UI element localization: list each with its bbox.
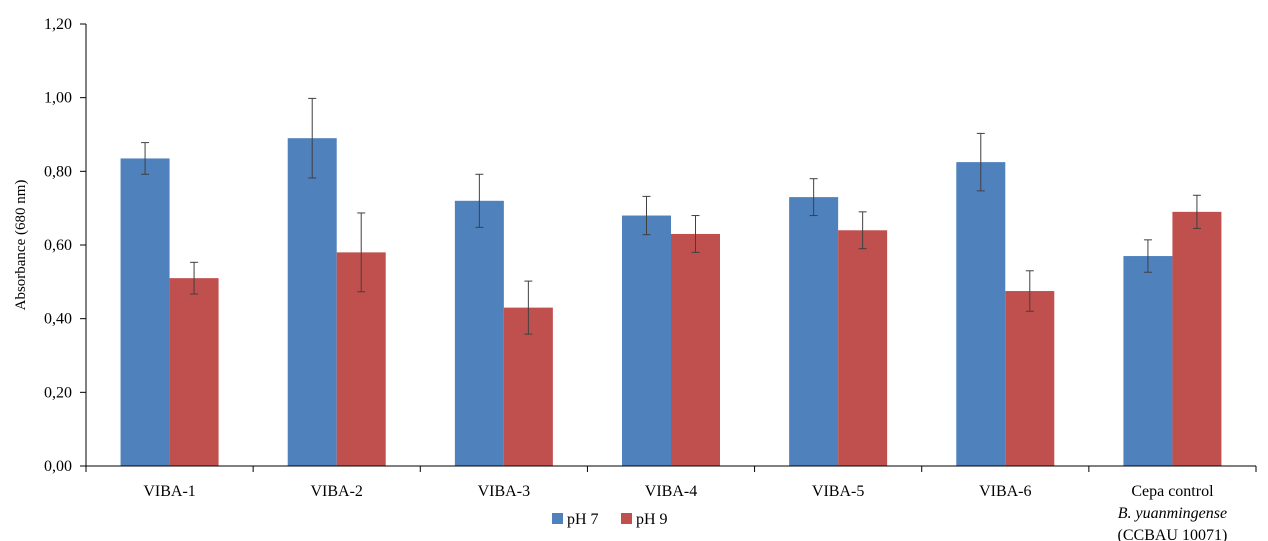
y-axis-title: Absorbance (680 nm) <box>13 180 29 311</box>
error-bar <box>524 280 533 335</box>
bars-group <box>120 138 1222 467</box>
y-tick-label: 0,60 <box>44 237 72 254</box>
error-bars-group <box>141 97 1201 335</box>
error-bar <box>809 178 818 217</box>
y-axis-ticks: 0,00 0,20 0,40 0,60 0,80 1,00 1,20 <box>44 16 86 475</box>
x-category-label: VIBA-3 <box>478 483 530 500</box>
error-bar <box>691 215 700 253</box>
legend-label: pH 7 <box>567 511 599 528</box>
x-category-label: VIBA-5 <box>812 483 864 500</box>
y-tick-label: 0,40 <box>44 311 72 328</box>
error-bar <box>1192 194 1201 229</box>
error-bar <box>976 132 985 192</box>
bar-ph9-4 <box>671 233 720 466</box>
error-bar <box>308 97 317 179</box>
x-category-label: (CCBAU 10071) <box>1118 527 1228 541</box>
legend-swatch-ph7 <box>552 513 563 524</box>
bar-ph7-3 <box>454 200 504 467</box>
bar-ph9-1 <box>169 278 219 466</box>
bar-ph7-7 <box>1123 256 1173 466</box>
x-category-label: VIBA-1 <box>143 483 195 500</box>
error-bar <box>642 195 651 236</box>
x-category-label: VIBA-4 <box>645 483 697 500</box>
y-tick-label: 0,20 <box>44 384 72 401</box>
y-tick-label: 1,20 <box>44 16 72 33</box>
x-axis-labels: VIBA-1 VIBA-2 VIBA-3 VIBA-4 VIBA-5 VIBA-6 Cepa… <box>143 483 1227 541</box>
bar-ph7-1 <box>120 158 170 467</box>
error-bar <box>1025 270 1034 312</box>
bar-ph9-6 <box>1005 291 1055 466</box>
bar-ph9-7 <box>1172 211 1222 466</box>
bar-ph9-5 <box>838 230 888 466</box>
x-category-label: VIBA-2 <box>310 483 362 500</box>
bar-ph7-6 <box>956 162 1006 466</box>
error-bar <box>141 142 150 175</box>
error-bar <box>858 211 867 250</box>
bar-ph7-5 <box>789 197 839 466</box>
x-category-label: Cepa control <box>1131 483 1214 500</box>
y-axis-title-group: Absorbance (680 nm) <box>13 180 29 311</box>
bar-ph7-4 <box>622 215 671 466</box>
error-bar <box>357 212 366 293</box>
y-tick-label: 1,00 <box>44 90 72 107</box>
error-bar <box>1143 239 1152 273</box>
y-tick-label: 0,80 <box>44 163 72 180</box>
x-category-label: VIBA-6 <box>979 483 1031 500</box>
error-bar <box>190 261 199 295</box>
x-category-label: B. yuanmingense <box>1118 505 1227 522</box>
axes-group <box>85 24 1257 472</box>
y-tick-label: 0,00 <box>44 458 72 475</box>
legend: pH 7 pH 9 <box>552 511 668 528</box>
legend-swatch-ph9 <box>621 513 632 524</box>
legend-label: pH 9 <box>636 511 668 528</box>
error-bar <box>475 173 484 228</box>
bar-ph7-2 <box>287 138 337 466</box>
